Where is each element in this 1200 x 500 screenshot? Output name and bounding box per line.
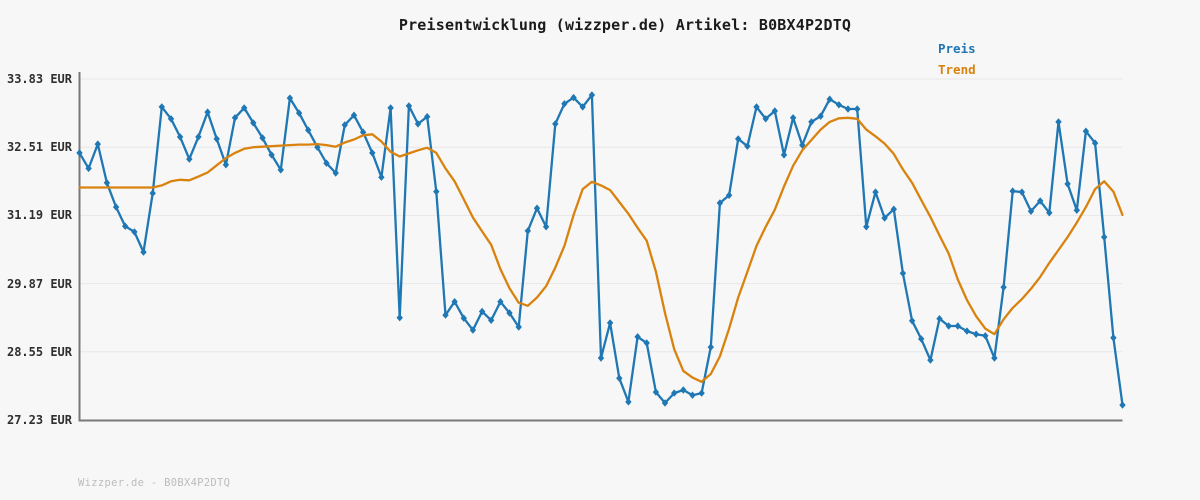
y-tick-label: 32.51 EUR — [6, 140, 72, 155]
y-tick-label: 33.83 EUR — [6, 72, 72, 86]
legend-label-trend: Trend — [938, 62, 976, 77]
preis-markers — [76, 91, 1126, 409]
legend-label-preis: Preis — [938, 41, 976, 56]
legend-item-trend: Trend — [938, 59, 976, 80]
y-tick-label: 27.23 EUR — [6, 413, 72, 427]
y-tick-label: 28.55 EUR — [6, 344, 72, 359]
y-tick-label: 31.19 EUR — [6, 208, 72, 223]
watermark-text: Wizzper.de - B0BX4P2DTQ — [78, 477, 231, 489]
legend-item-preis: Preis — [938, 38, 976, 59]
trend-line — [78, 116, 1124, 383]
chart-title: Preisentwicklung (wizzper.de) Artikel: B… — [398, 16, 852, 34]
y-tick-label: 29.87 EUR — [6, 276, 72, 291]
chart-legend: Preis Trend — [938, 38, 976, 80]
